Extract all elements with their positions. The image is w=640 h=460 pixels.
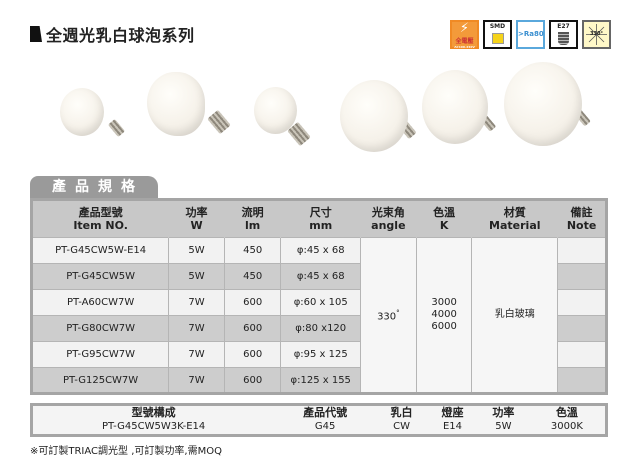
comp-value: 5W: [495, 421, 512, 432]
composition-header-row: 型號構成 產品代號 乳白 燈座 功率 色溫: [32, 405, 607, 421]
table-row: PT-G45CW5W-E14 5W 450 φ:45 x 68 330° 300…: [30, 237, 607, 394]
lumen-cell: 450: [223, 263, 282, 290]
item-cell: PT-G95CW7W: [30, 341, 170, 368]
header-cct: 色溫 K: [415, 199, 472, 238]
table-row: PT-A60CW7W 7W 600 φ:60 x 105: [30, 289, 607, 316]
ra80-label: >Ra80: [518, 30, 544, 38]
size-cell: φ:95 x 125: [280, 341, 361, 368]
header-watt: 功率 W: [168, 199, 225, 238]
lumen-cell: 450: [223, 237, 282, 264]
header-lumen: 流明 lm: [223, 199, 281, 238]
comp-header: 功率: [492, 406, 515, 419]
angle-cell: 330°: [359, 237, 417, 394]
smd-chip-icon: [491, 33, 504, 44]
table-row: PT-G125CW7W 7W 600 φ:125 x 155: [30, 367, 607, 394]
header-item: 產品型號 Item NO.: [30, 199, 169, 238]
lumen-cell: 600: [223, 315, 282, 342]
note-cell: [557, 289, 607, 316]
watt-cell: 7W: [168, 367, 225, 394]
feature-icons: ⚡ 全電壓 AC100-240V SMD >Ra80 E27 330°: [450, 20, 611, 49]
header-angle: 光束角 angle: [359, 199, 417, 238]
full-voltage-icon: ⚡ 全電壓 AC100-240V: [450, 20, 479, 49]
comp-header: 燈座: [441, 406, 464, 419]
angle-value: 330: [377, 311, 397, 323]
comp-header: 型號構成: [131, 406, 176, 419]
note-cell: [557, 237, 607, 264]
item-cell: PT-G80CW7W: [30, 315, 170, 342]
cct-value: 3000: [431, 297, 457, 308]
size-cell: φ:45 x 68: [280, 237, 361, 264]
cct-value: 4000: [431, 309, 457, 320]
note-cell: [557, 263, 607, 290]
table-row: PT-G80CW7W 7W 600 φ:80 x120: [30, 315, 607, 342]
page-title: 全週光乳白球泡系列: [30, 22, 195, 46]
comp-header: 產品代號: [303, 406, 348, 419]
spec-header-row: 產品型號 Item NO. 功率 W 流明 lm 尺寸 mm 光束角 angle 色溫 K …: [30, 199, 607, 238]
watt-cell: 5W: [168, 237, 225, 264]
size-cell: φ:60 x 105: [280, 289, 361, 316]
watt-cell: 7W: [168, 341, 225, 368]
note-cell: [557, 367, 607, 394]
section-tab: 產品規格: [30, 176, 158, 199]
lumen-cell: 600: [223, 289, 282, 316]
item-cell: PT-G45CW5W: [30, 263, 170, 290]
footnote: ※可訂製TRIAC調光型 ,可訂製功率,需MOQ: [30, 446, 222, 457]
e27-icon: E27: [549, 20, 578, 49]
screw-base-icon: [558, 32, 569, 45]
note-cell: [557, 315, 607, 342]
comp-header: 色溫: [555, 406, 578, 419]
comp-value: 3000K: [550, 421, 583, 432]
lumen-cell: 600: [223, 341, 282, 368]
title-text: 全週光乳白球泡系列: [46, 26, 195, 45]
watt-cell: 5W: [168, 263, 225, 290]
item-cell: PT-A60CW7W: [30, 289, 170, 316]
comp-value: PT-G45CW5W3K-E14: [101, 421, 206, 432]
full-voltage-label: 全電壓: [455, 38, 474, 45]
smd-label: SMD: [489, 23, 506, 30]
note-cell: [557, 341, 607, 368]
watt-cell: 7W: [168, 289, 225, 316]
size-cell: φ:45 x 68: [280, 263, 361, 290]
beam-angle-label: 330°: [590, 31, 603, 37]
item-cell: PT-G45CW5W-E14: [30, 237, 170, 264]
ra80-icon: >Ra80: [516, 20, 545, 49]
angle-unit: °: [396, 308, 400, 317]
cct-value: 6000: [431, 321, 457, 332]
comp-value: E14: [442, 421, 462, 432]
beam-330-icon: 330°: [582, 20, 611, 49]
watt-cell: 7W: [168, 315, 225, 342]
material-cell: 乳白玻璃: [471, 237, 559, 394]
item-cell: PT-G125CW7W: [30, 367, 170, 394]
model-composition-table: 型號構成 產品代號 乳白 燈座 功率 色溫 PT-G45CW5W3K-E14 G…: [30, 403, 608, 437]
header-material: 材質 Material: [471, 199, 558, 238]
spec-table: 產品型號 Item NO. 功率 W 流明 lm 尺寸 mm 光束角 angle 色溫 K …: [30, 198, 608, 395]
size-cell: φ:125 x 155: [280, 367, 361, 394]
header-size: 尺寸 mm: [280, 199, 361, 238]
comp-value: CW: [393, 421, 410, 432]
size-cell: φ:80 x120: [280, 315, 361, 342]
table-row: PT-G95CW7W 7W 600 φ:95 x 125: [30, 341, 607, 368]
comp-value: G45: [314, 421, 336, 432]
cct-cell: 3000 4000 6000: [415, 237, 473, 394]
composition-value-row: PT-G45CW5W3K-E14 G45 CW E14 5W 3000K: [32, 420, 607, 436]
smd-icon: SMD: [483, 20, 512, 49]
comp-header: 乳白: [390, 406, 413, 419]
full-voltage-sublabel: AC100-240V: [454, 45, 475, 49]
lumen-cell: 600: [223, 367, 282, 394]
e27-label: E27: [557, 23, 570, 30]
table-row: PT-G45CW5W 5W 450 φ:45 x 68: [30, 263, 607, 290]
title-marker-icon: [30, 26, 42, 42]
header-note: 備註 Note: [557, 199, 607, 238]
